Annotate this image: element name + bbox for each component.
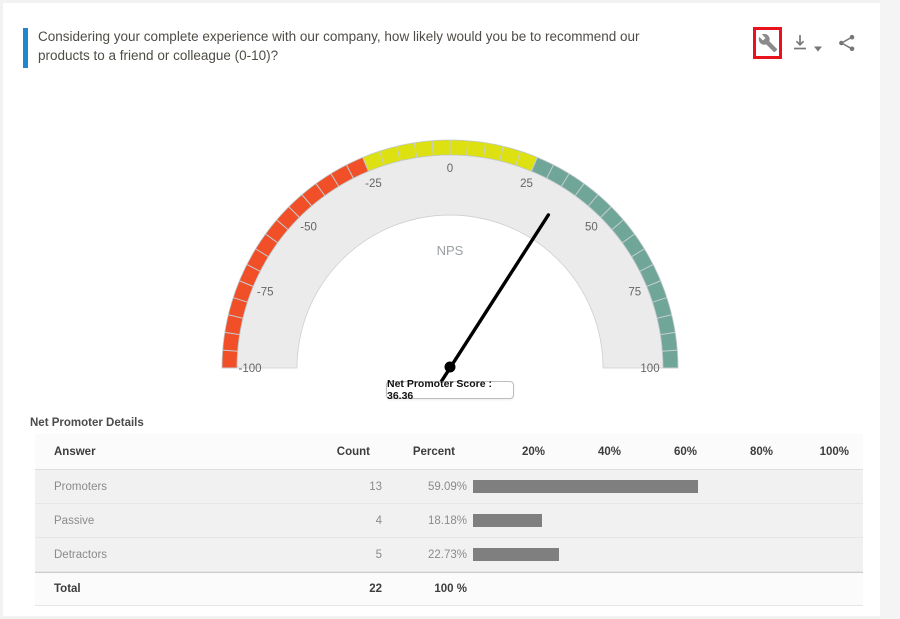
page-frame-right bbox=[880, 0, 900, 619]
bar-track bbox=[473, 480, 853, 493]
cell-percent: 18.18% bbox=[427, 514, 467, 527]
svg-text:-75: -75 bbox=[257, 286, 274, 298]
cell-total-label: Total bbox=[54, 583, 81, 595]
download-button[interactable] bbox=[792, 34, 808, 53]
share-button[interactable] bbox=[838, 34, 856, 52]
percent-bar bbox=[473, 480, 698, 493]
svg-text:50: 50 bbox=[585, 222, 598, 234]
column-header-axis-20%: 20% bbox=[521, 445, 545, 458]
svg-text:-50: -50 bbox=[300, 222, 317, 234]
cell-count: 4 bbox=[375, 514, 382, 527]
toolbar bbox=[750, 26, 865, 62]
svg-text:25: 25 bbox=[520, 178, 533, 190]
percent-bar bbox=[473, 548, 560, 561]
column-header-axis-60%: 60% bbox=[673, 445, 697, 458]
highlight-box bbox=[753, 27, 782, 59]
question-title: Considering your complete experience wit… bbox=[38, 29, 640, 63]
column-header-axis-40%: 40% bbox=[597, 445, 621, 458]
question-accent-bar bbox=[23, 28, 28, 68]
page-frame-bottom bbox=[0, 616, 900, 619]
table-header-row: Answer Count Percent 20% 40% 60% 80% 100% bbox=[35, 434, 863, 470]
column-header-axis-80%: 80% bbox=[749, 445, 773, 458]
gauge-tooltip: Net Promoter Score : 36.36 bbox=[386, 378, 514, 402]
table-total-row: Total 22 100 % bbox=[35, 572, 863, 606]
cell-total-percent: 100 % bbox=[434, 583, 467, 595]
settings-button[interactable] bbox=[758, 33, 778, 53]
cell-answer: Passive bbox=[54, 514, 95, 527]
cell-answer: Detractors bbox=[54, 548, 108, 561]
cell-bar bbox=[473, 548, 863, 561]
page-frame-top bbox=[0, 0, 900, 3]
bar-track bbox=[473, 514, 853, 527]
cell-percent: 22.73% bbox=[427, 548, 467, 561]
svg-text:100: 100 bbox=[640, 363, 659, 375]
column-header-axis-100%: 100% bbox=[819, 445, 849, 458]
net-promoter-table: Answer Count Percent 20% 40% 60% 80% 100% Promot… bbox=[35, 434, 863, 606]
cell-count: 5 bbox=[375, 548, 382, 561]
percent-bar bbox=[473, 514, 543, 527]
cell-bar bbox=[473, 514, 863, 527]
cell-count: 13 bbox=[369, 480, 382, 493]
table-row: Promoters 13 59.09% bbox=[35, 470, 863, 504]
caret-down-icon bbox=[814, 46, 822, 52]
table-title: Net Promoter Details bbox=[30, 417, 144, 429]
column-header-count: Count bbox=[336, 445, 370, 458]
share-icon bbox=[839, 34, 855, 52]
cell-percent: 59.09% bbox=[427, 480, 467, 493]
cell-answer: Promoters bbox=[54, 480, 108, 493]
svg-text:-100: -100 bbox=[238, 363, 261, 375]
cell-bar bbox=[473, 480, 863, 493]
download-icon bbox=[794, 35, 806, 50]
svg-text:0: 0 bbox=[447, 163, 453, 175]
download-caret-button[interactable] bbox=[813, 40, 823, 52]
wrench-icon bbox=[758, 33, 778, 53]
bar-track bbox=[473, 548, 853, 561]
table-row: Passive 4 18.18% bbox=[35, 504, 863, 538]
cell-total-count: 22 bbox=[369, 583, 382, 595]
table-row: Detractors 5 22.73% bbox=[35, 538, 863, 572]
column-header-answer: Answer bbox=[54, 445, 96, 458]
page-frame-left bbox=[0, 0, 3, 619]
svg-text:NPS: NPS bbox=[437, 243, 464, 258]
svg-text:-25: -25 bbox=[365, 178, 382, 190]
column-header-percent: Percent bbox=[412, 445, 455, 458]
svg-text:75: 75 bbox=[628, 286, 641, 298]
